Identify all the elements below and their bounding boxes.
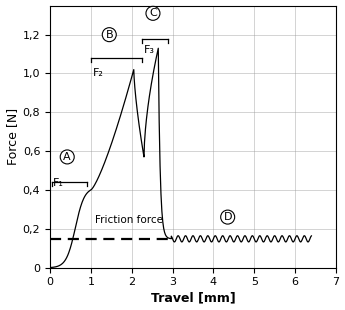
Text: A: A — [63, 152, 71, 162]
Text: B: B — [106, 30, 113, 40]
X-axis label: Travel [mm]: Travel [mm] — [151, 291, 235, 304]
Text: Friction force: Friction force — [95, 215, 163, 225]
Text: D: D — [224, 212, 232, 222]
Text: F₃: F₃ — [144, 45, 155, 55]
Text: F₂: F₂ — [93, 69, 104, 78]
Y-axis label: Force [N]: Force [N] — [6, 108, 19, 165]
Text: C: C — [149, 8, 157, 18]
Text: F₁: F₁ — [53, 178, 64, 188]
